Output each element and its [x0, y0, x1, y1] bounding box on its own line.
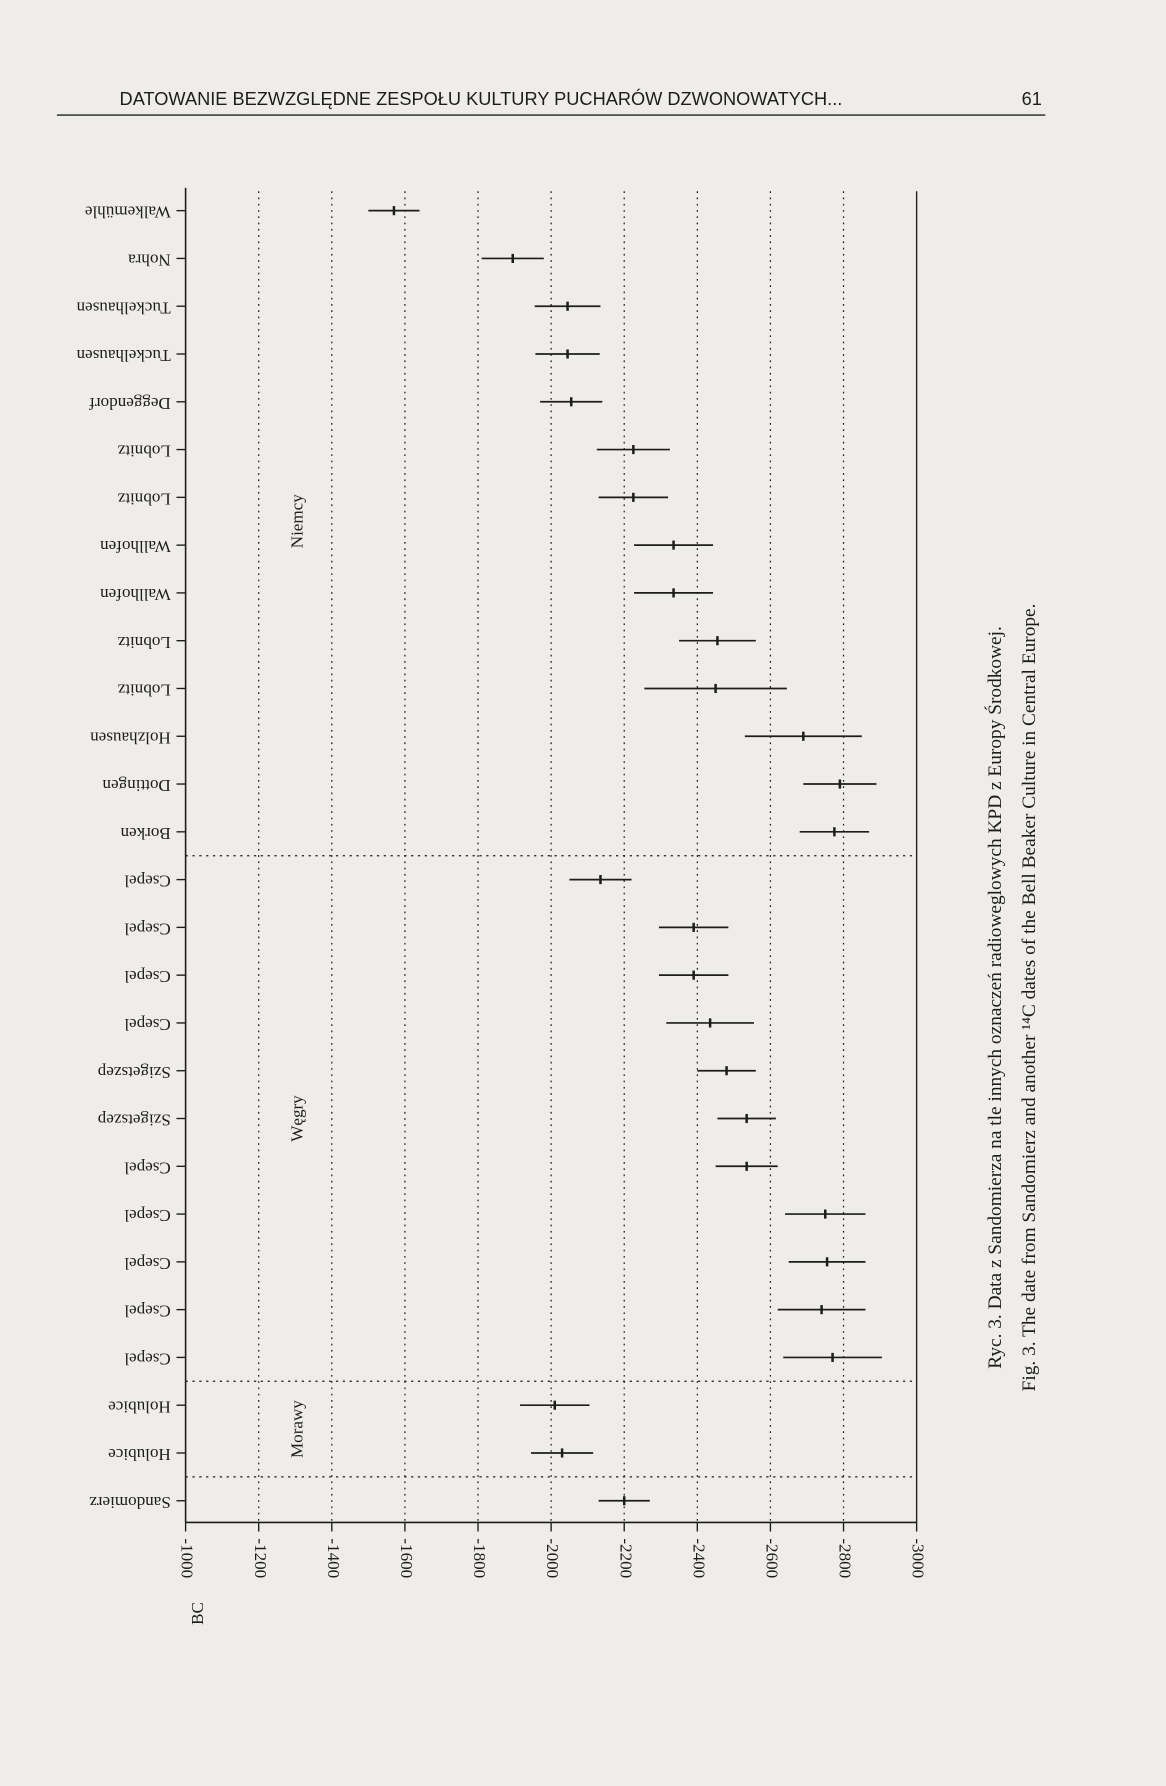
group-label: Morawy [287, 1400, 306, 1458]
x-tick-label: -1000 [178, 1538, 197, 1578]
category-label: Holubice [108, 1445, 171, 1464]
caption-english: Fig. 3. The date from Sandomierz and ano… [1019, 604, 1040, 1392]
category-label: Lobnitz [117, 489, 171, 508]
chart: -1000 -1200 -1400 -1600 -1800 -2000 -2200 -2400… [76, 187, 928, 1625]
category-label: Sandomierz [89, 1493, 171, 1512]
category-label: Lobnitz [117, 681, 171, 700]
x-tick-label: -2000 [543, 1538, 562, 1578]
x-axis-label: BC [188, 1602, 207, 1625]
x-tick-label: -1800 [470, 1538, 489, 1578]
category-label: Szigetszep [98, 1063, 171, 1082]
x-tick-label: -2200 [616, 1538, 635, 1578]
x-tick-label: -2800 [836, 1538, 855, 1578]
category-label: Tuckelhausen [76, 298, 171, 317]
x-tick-label: -1200 [251, 1538, 270, 1578]
x-tick-label: -2600 [763, 1538, 782, 1578]
category-label: Walkemühle [85, 203, 171, 222]
category-label: Csepel [124, 1349, 171, 1368]
category-label: Csepel [124, 967, 171, 986]
category-label: Csepel [124, 872, 171, 891]
x-tick-label: -3000 [909, 1538, 928, 1578]
category-label: Tuckelhausen [76, 346, 171, 365]
category-label: Csepel [124, 1015, 171, 1034]
category-label: Csepel [124, 1254, 171, 1273]
category-label: Wallhofen [100, 537, 171, 556]
page-number: 61 [1022, 89, 1042, 109]
category-label: Holzhausen [90, 728, 171, 747]
category-label: Csepel [124, 1302, 171, 1321]
category-label: Csepel [124, 919, 171, 938]
category-label: Lobnitz [117, 633, 171, 652]
category-label: Holubice [108, 1397, 171, 1416]
category-label: Wallhofen [100, 585, 171, 604]
category-label: Dottingen [102, 776, 171, 795]
category-label: Borken [120, 824, 171, 843]
category-label: Szigetszep [98, 1111, 171, 1130]
category-label: Csepel [124, 1206, 171, 1225]
x-tick-label: -1400 [324, 1538, 343, 1578]
category-label: Lobnitz [117, 442, 171, 461]
category-label: Deggendorf [89, 394, 171, 413]
group-label: Niemcy [287, 494, 306, 549]
caption-polish: Ryc. 3. Data z Sandomierza na tle innych… [984, 626, 1006, 1369]
x-tick-label: -1600 [397, 1538, 416, 1578]
group-label: Węgry [287, 1095, 306, 1142]
category-label: Nohra [128, 251, 171, 270]
category-label: Csepel [124, 1158, 171, 1177]
running-head: DATOWANIE BEZWZGLĘDNE ZESPOŁU KULTURY PU… [120, 88, 843, 109]
x-tick-label: -2400 [689, 1538, 708, 1578]
